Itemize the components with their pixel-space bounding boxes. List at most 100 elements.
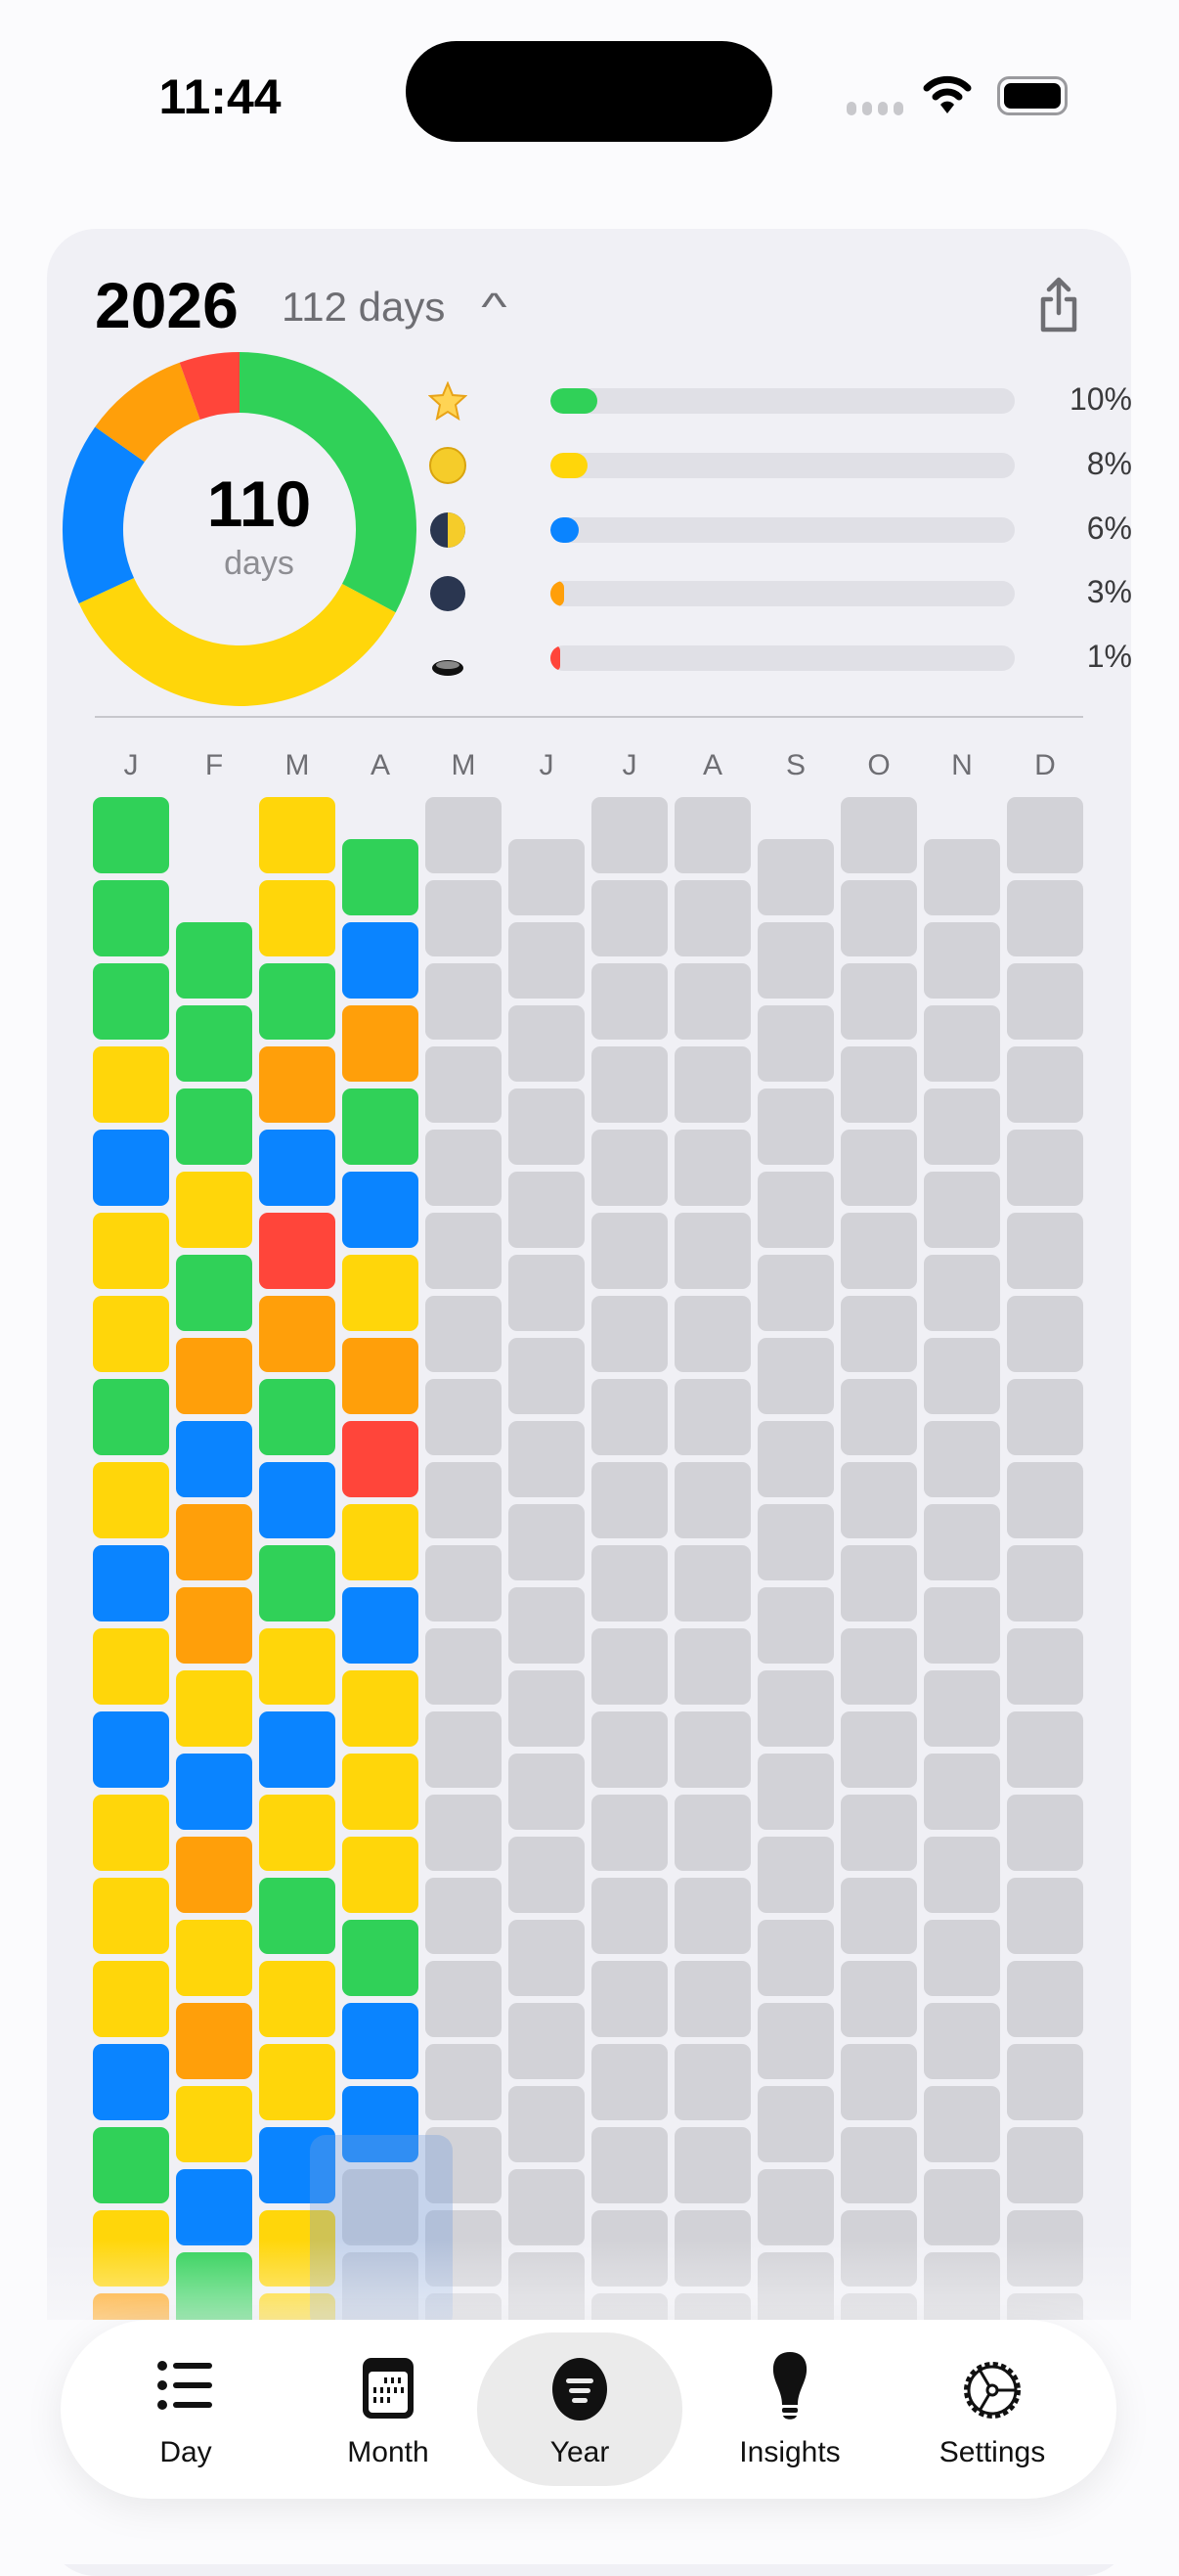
day-cell-blue[interactable] — [342, 1171, 418, 1248]
day-cell-empty[interactable] — [508, 1004, 585, 1082]
day-cell-empty[interactable] — [1007, 1628, 1083, 1705]
day-cell-green[interactable] — [342, 1088, 418, 1165]
day-cell-orange[interactable] — [342, 1337, 418, 1414]
day-cell-empty[interactable] — [841, 1213, 917, 1289]
day-cell-green[interactable] — [176, 1004, 252, 1082]
day-cell-red[interactable] — [342, 1420, 418, 1497]
day-cell-empty[interactable] — [924, 1171, 1000, 1248]
day-cell-empty[interactable] — [508, 1088, 585, 1165]
day-cell-yellow[interactable] — [259, 880, 335, 956]
day-cell-empty[interactable] — [425, 1545, 502, 1621]
day-cell-blue[interactable] — [259, 1462, 335, 1538]
day-cell-green[interactable] — [176, 921, 252, 999]
day-cell-green[interactable] — [342, 1919, 418, 1996]
tab-day[interactable]: Day — [83, 2332, 288, 2486]
day-cell-empty[interactable] — [508, 921, 585, 999]
day-cell-empty[interactable] — [1007, 1961, 1083, 2037]
day-cell-orange[interactable] — [176, 1586, 252, 1664]
tab-month[interactable]: Month — [285, 2332, 491, 2486]
day-cell-empty[interactable] — [841, 1628, 917, 1705]
day-cell-empty[interactable] — [1007, 1462, 1083, 1538]
day-cell-empty[interactable] — [508, 1836, 585, 1913]
day-cell-empty[interactable] — [758, 1919, 834, 1996]
day-cell-green[interactable] — [176, 1088, 252, 1165]
day-cell-blue[interactable] — [342, 1586, 418, 1664]
day-cell-blue[interactable] — [259, 1711, 335, 1788]
day-cell-yellow[interactable] — [93, 1878, 169, 1954]
day-cell-empty[interactable] — [841, 1296, 917, 1372]
day-cell-empty[interactable] — [425, 1961, 502, 2037]
day-cell-empty[interactable] — [924, 2085, 1000, 2162]
day-cell-blue[interactable] — [176, 1753, 252, 1830]
day-cell-empty[interactable] — [924, 1503, 1000, 1580]
day-cell-empty[interactable] — [425, 1130, 502, 1206]
day-cell-empty[interactable] — [841, 1795, 917, 1871]
day-cell-empty[interactable] — [758, 1669, 834, 1747]
day-cell-empty[interactable] — [758, 1254, 834, 1331]
day-cell-empty[interactable] — [508, 1254, 585, 1331]
day-cell-empty[interactable] — [1007, 1213, 1083, 1289]
day-cell-empty[interactable] — [675, 963, 751, 1040]
day-cell-empty[interactable] — [841, 1046, 917, 1123]
day-cell-yellow[interactable] — [342, 1836, 418, 1913]
day-cell-empty[interactable] — [675, 797, 751, 873]
day-cell-empty[interactable] — [841, 797, 917, 873]
day-cell-yellow[interactable] — [93, 1628, 169, 1705]
day-cell-empty[interactable] — [924, 2002, 1000, 2079]
day-cell-empty[interactable] — [508, 1503, 585, 1580]
day-cell-green[interactable] — [93, 880, 169, 956]
day-cell-yellow[interactable] — [93, 1046, 169, 1123]
day-cell-empty[interactable] — [508, 1753, 585, 1830]
day-cell-empty[interactable] — [924, 1669, 1000, 1747]
day-cell-empty[interactable] — [425, 1878, 502, 1954]
day-cell-empty[interactable] — [508, 838, 585, 915]
day-cell-empty[interactable] — [758, 838, 834, 915]
day-cell-empty[interactable] — [924, 1088, 1000, 1165]
day-cell-empty[interactable] — [675, 1711, 751, 1788]
day-cell-green[interactable] — [93, 797, 169, 873]
day-cell-empty[interactable] — [924, 1753, 1000, 1830]
day-cell-green[interactable] — [259, 1379, 335, 1455]
day-cell-empty[interactable] — [508, 1171, 585, 1248]
day-cell-empty[interactable] — [1007, 1130, 1083, 1206]
day-cell-yellow[interactable] — [93, 1296, 169, 1372]
day-cell-yellow[interactable] — [259, 2044, 335, 2120]
day-cell-empty[interactable] — [675, 1795, 751, 1871]
day-cell-yellow[interactable] — [176, 1171, 252, 1248]
day-cell-empty[interactable] — [425, 1628, 502, 1705]
day-cell-empty[interactable] — [1007, 1379, 1083, 1455]
day-cell-orange[interactable] — [259, 1046, 335, 1123]
day-cell-empty[interactable] — [758, 2002, 834, 2079]
day-cell-empty[interactable] — [675, 1878, 751, 1954]
day-cell-empty[interactable] — [675, 1628, 751, 1705]
day-cell-empty[interactable] — [425, 880, 502, 956]
day-cell-empty[interactable] — [508, 2002, 585, 2079]
day-cell-orange[interactable] — [176, 2002, 252, 2079]
tab-settings[interactable]: Settings — [890, 2332, 1095, 2486]
day-cell-empty[interactable] — [675, 1462, 751, 1538]
chevron-up-icon[interactable]: ^ — [481, 286, 507, 329]
day-cell-empty[interactable] — [675, 1296, 751, 1372]
day-cell-yellow[interactable] — [259, 797, 335, 873]
day-cell-blue[interactable] — [176, 1420, 252, 1497]
day-cell-empty[interactable] — [758, 1420, 834, 1497]
day-cell-empty[interactable] — [758, 1836, 834, 1913]
day-cell-empty[interactable] — [1007, 880, 1083, 956]
day-cell-empty[interactable] — [425, 1213, 502, 1289]
tab-insights[interactable]: Insights — [687, 2332, 893, 2486]
day-cell-empty[interactable] — [841, 963, 917, 1040]
day-cell-empty[interactable] — [1007, 2127, 1083, 2203]
day-cell-yellow[interactable] — [259, 1795, 335, 1871]
day-cell-empty[interactable] — [591, 880, 668, 956]
day-cell-empty[interactable] — [675, 1961, 751, 2037]
day-cell-green[interactable] — [93, 1379, 169, 1455]
day-cell-empty[interactable] — [591, 797, 668, 873]
day-cell-empty[interactable] — [591, 1130, 668, 1206]
day-cell-blue[interactable] — [259, 2127, 335, 2203]
day-cell-empty[interactable] — [591, 1296, 668, 1372]
day-cell-empty[interactable] — [841, 1878, 917, 1954]
day-cell-empty[interactable] — [841, 1379, 917, 1455]
day-cell-empty[interactable] — [841, 1130, 917, 1206]
day-cell-green[interactable] — [176, 1254, 252, 1331]
day-cell-yellow[interactable] — [93, 1961, 169, 2037]
